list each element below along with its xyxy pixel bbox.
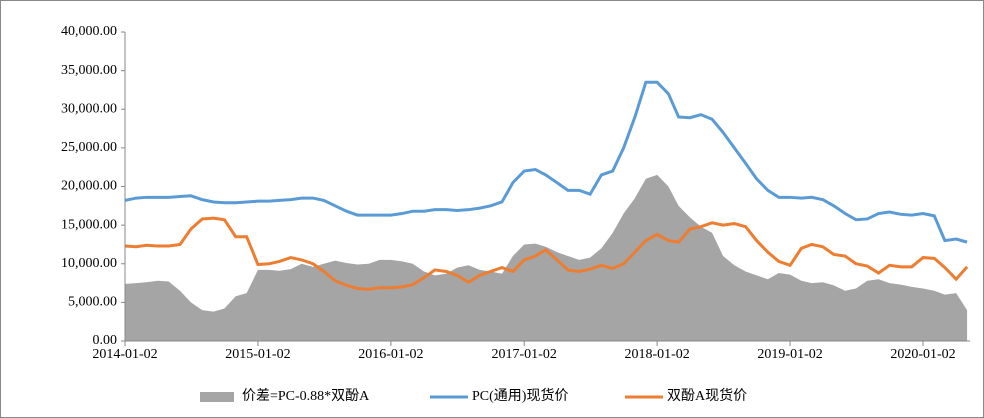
- x-tick-label: 2016-01-02: [358, 347, 423, 362]
- x-tick-label: 2019-01-02: [757, 347, 822, 362]
- legend-label: 双酚A现货价: [667, 387, 747, 404]
- price-line: [124, 216, 969, 291]
- legend-label: 价差=PC-0.88*双酚A: [242, 388, 370, 404]
- x-tick-label: 2015-01-02: [225, 347, 290, 362]
- y-tick-label: 35,000.00: [61, 63, 117, 78]
- y-tick-label: 0.00: [93, 333, 118, 348]
- y-tick-label: 40,000.00: [61, 24, 117, 39]
- y-tick-label: 10,000.00: [61, 256, 117, 271]
- y-tick-label: 20,000.00: [61, 179, 117, 194]
- x-tick-label: 2020-01-02: [890, 347, 955, 362]
- x-tick-label: 2018-01-02: [624, 347, 689, 362]
- legend-swatch: [200, 392, 234, 402]
- y-tick-label: 15,000.00: [61, 217, 117, 232]
- spread-area: [125, 174, 968, 341]
- y-tick-label: 30,000.00: [61, 101, 117, 116]
- y-tick-label: 5,000.00: [68, 295, 117, 310]
- legend-label: PC(通用)现货价: [472, 387, 568, 404]
- price-line: [124, 80, 968, 244]
- x-tick-label: 2017-01-02: [492, 347, 557, 362]
- y-tick-label: 25,000.00: [61, 140, 117, 155]
- x-tick-label: 2014-01-02: [92, 347, 157, 362]
